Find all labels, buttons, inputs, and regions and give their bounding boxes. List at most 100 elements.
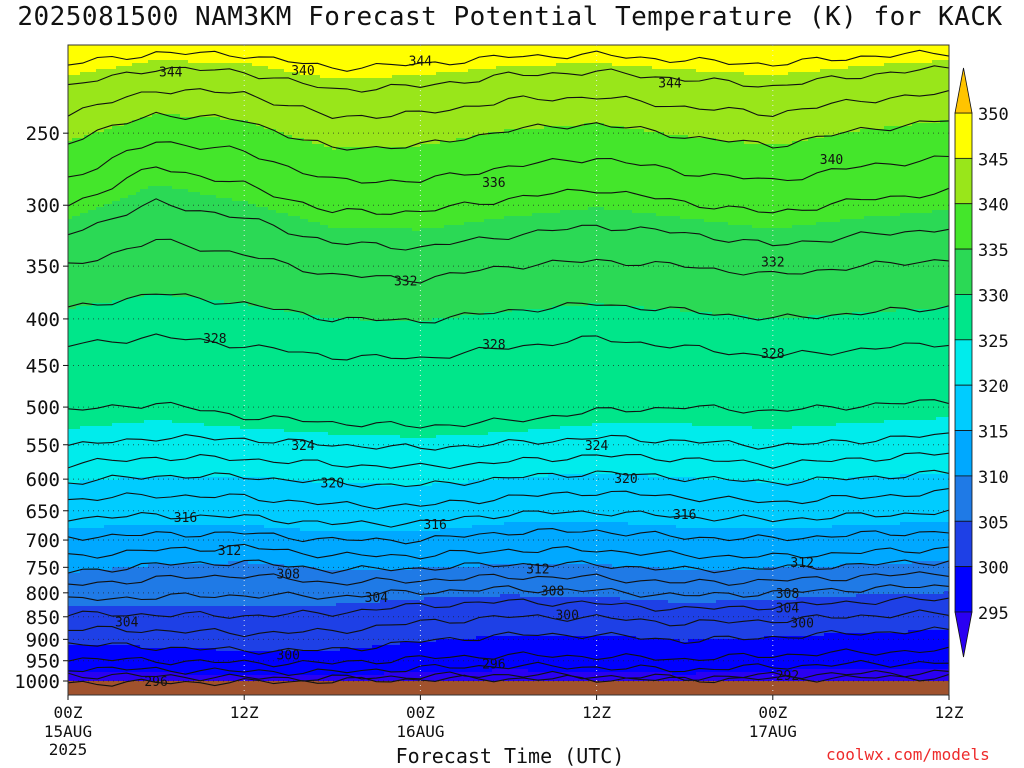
fill-cell [496, 66, 501, 133]
fill-cell [452, 528, 457, 568]
fill-cell [772, 45, 777, 76]
fill-cell [304, 141, 309, 220]
fill-cell [324, 606, 329, 652]
fill-cell [600, 522, 605, 565]
fill-cell [704, 138, 709, 223]
fill-cell [808, 597, 813, 637]
fill-cell [348, 147, 353, 229]
fill-cell [728, 426, 733, 481]
fill-cell [124, 123, 129, 199]
fill-cell [936, 561, 941, 595]
fill-cell [912, 309, 917, 421]
fill-cell [360, 78, 365, 148]
fill-cell [848, 597, 853, 634]
fill-cell [652, 525, 657, 568]
fill-cell [456, 528, 461, 568]
colorbar-band [954, 203, 973, 250]
fill-cell [784, 483, 789, 529]
fill-cell [560, 63, 565, 127]
fill-cell [588, 45, 593, 64]
fill-cell [220, 300, 225, 427]
fill-cell [916, 522, 921, 562]
colorbar-label: 295 [978, 604, 1009, 624]
fill-cell [296, 606, 301, 652]
fill-cell [512, 432, 517, 478]
fill-cell [656, 477, 661, 526]
fill-cell [640, 423, 645, 475]
fill-cell [740, 600, 745, 640]
fill-cell [672, 603, 677, 640]
fill-cell [372, 45, 377, 79]
fill-cell [200, 63, 205, 118]
fill-cell [648, 132, 653, 214]
fill-cell [108, 426, 113, 481]
fill-cell [564, 564, 569, 598]
fill-cell [672, 423, 677, 478]
fill-cell [464, 138, 469, 223]
fill-cell [120, 66, 125, 127]
fill-cell [804, 426, 809, 481]
fill-cell [868, 66, 873, 130]
fill-cell [732, 570, 737, 601]
fill-cell [728, 315, 733, 427]
fill-cell [440, 597, 445, 640]
fill-cell [720, 222, 725, 316]
fill-cell [468, 567, 473, 598]
fill-cell [560, 474, 565, 523]
fill-cell [548, 429, 553, 475]
fill-cell [460, 483, 465, 529]
contour-label: 296 [482, 658, 505, 673]
fill-cell [852, 132, 857, 220]
fill-cell [808, 636, 813, 670]
fill-cell [940, 561, 945, 595]
fill-cell [276, 528, 281, 565]
fill-cell [920, 561, 925, 595]
fill-cell [484, 69, 489, 136]
colorbar-band [954, 248, 973, 295]
fill-cell [628, 600, 633, 637]
fill-cell [456, 138, 461, 226]
fill-cell [420, 642, 425, 673]
credit-link[interactable]: coolwx.com/models [826, 745, 990, 764]
fill-cell [864, 564, 869, 595]
fill-cell [200, 45, 205, 64]
fill-cell [712, 603, 717, 640]
fill-cell [808, 426, 813, 481]
fill-cell [856, 66, 861, 133]
fill-cell [736, 528, 741, 571]
fill-cell [304, 531, 309, 568]
contour-label: 328 [203, 332, 226, 347]
fill-cell [492, 480, 497, 526]
fill-cell [356, 318, 361, 436]
fill-cell [700, 72, 705, 139]
fill-cell [476, 135, 481, 223]
fill-cell [68, 75, 73, 142]
fill-cell [440, 228, 445, 319]
fill-cell [240, 525, 245, 562]
fill-cell [612, 522, 617, 568]
fill-cell [672, 570, 677, 604]
fill-cell [284, 651, 289, 676]
fill-cell [688, 570, 693, 604]
fill-cell [72, 75, 77, 139]
fill-cell [156, 420, 161, 478]
fill-cell [432, 483, 437, 532]
fill-cell [248, 204, 253, 307]
fill-cell [204, 426, 209, 478]
fill-cell [844, 315, 849, 424]
fill-cell [588, 426, 593, 475]
fill-cell [824, 315, 829, 427]
fill-cell [200, 606, 205, 649]
fill-cell [588, 207, 593, 304]
fill-cell [72, 645, 77, 673]
fill-cell [152, 648, 157, 673]
fill-cell [776, 75, 781, 145]
fill-cell [492, 45, 497, 70]
fill-cell [936, 522, 941, 562]
fill-cell [248, 525, 253, 565]
fill-cell [348, 570, 353, 604]
fill-cell [444, 597, 449, 640]
fill-cell [364, 228, 369, 322]
fill-cell [88, 606, 93, 646]
fill-cell [676, 477, 681, 529]
